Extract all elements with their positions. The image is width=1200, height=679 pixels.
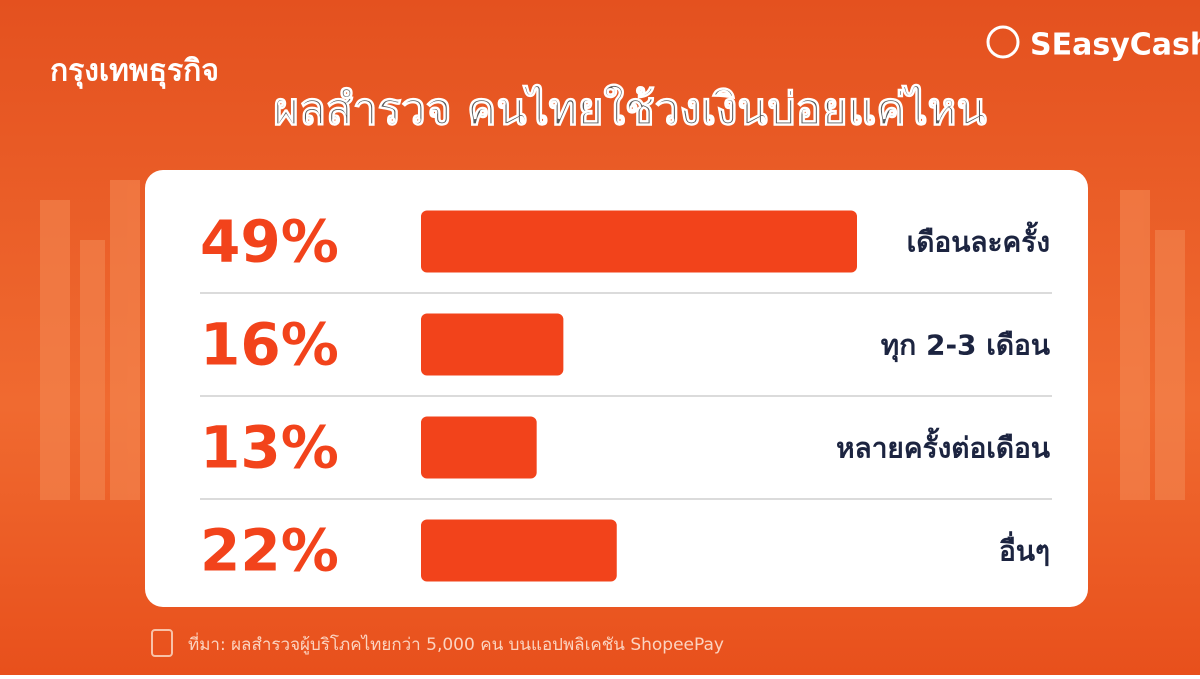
value-label: 13% bbox=[200, 414, 339, 482]
card bbox=[145, 170, 1088, 607]
bar bbox=[421, 210, 857, 273]
brand-icon bbox=[986, 25, 1020, 59]
category-label: เดือนละครั้ง bbox=[907, 221, 1050, 259]
value-label: 49% bbox=[200, 208, 339, 276]
brand-logo: SEasyCash bbox=[1030, 28, 1200, 63]
chart-title: ผลสำรวจ คนไทยใช้วงเงินบ่อยแค่ไหน bbox=[273, 83, 986, 135]
category-label: อื่นๆ bbox=[999, 531, 1050, 568]
value-label: 16% bbox=[200, 311, 339, 379]
bar bbox=[421, 416, 537, 479]
bar bbox=[421, 519, 617, 582]
footnote: ที่มา: ผลสำรวจผู้บริโภคไทยกว่า 5,000 คน … bbox=[188, 632, 724, 655]
footnote-icon bbox=[151, 629, 173, 657]
city-decor bbox=[40, 180, 1185, 500]
bar bbox=[421, 313, 564, 376]
category-label: หลายครั้งต่อเดือน bbox=[836, 427, 1050, 465]
category-label: ทุก 2-3 เดือน bbox=[881, 329, 1050, 363]
source-name: กรุงเทพธุรกิจ bbox=[50, 54, 219, 90]
value-label: 22% bbox=[200, 517, 339, 585]
